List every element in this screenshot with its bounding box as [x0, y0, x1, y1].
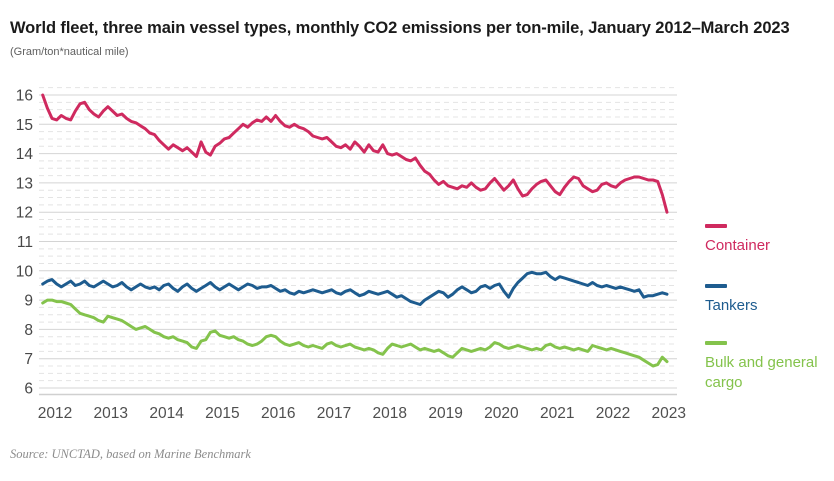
legend-label-tankers: Tankers — [705, 297, 758, 314]
legend-item-tankers: Tankers — [705, 284, 832, 316]
chart-title: World fleet, three main vessel types, mo… — [10, 19, 790, 37]
svg-text:11: 11 — [17, 234, 33, 251]
legend-item-bulk-and-general-cargo: Bulk and general cargo — [705, 341, 832, 393]
svg-text:2022: 2022 — [596, 405, 630, 422]
gridlines — [39, 87, 677, 396]
container-series-line — [41, 93, 669, 214]
svg-text:2016: 2016 — [261, 405, 295, 422]
svg-text:2012: 2012 — [38, 405, 72, 422]
legend-item-container: Container — [705, 224, 832, 256]
y-axis-tick-labels: 16 15 14 13 12 11 10 9 8 7 6 — [16, 88, 34, 398]
x-axis-tick-labels: 2012 2013 2014 2015 2016 2017 2018 2019 2020 2021… — [38, 405, 686, 422]
svg-text:2021: 2021 — [540, 405, 574, 422]
svg-text:2017: 2017 — [317, 405, 351, 422]
svg-text:15: 15 — [16, 117, 33, 134]
tankers-line-swatch-icon — [705, 284, 727, 288]
svg-text:2023: 2023 — [652, 405, 686, 422]
bulk-and-general-cargo-series-line — [41, 298, 669, 368]
svg-text:14: 14 — [16, 146, 34, 163]
svg-text:6: 6 — [24, 381, 33, 398]
svg-text:2015: 2015 — [205, 405, 239, 422]
bulk-cargo-line-swatch-icon — [705, 341, 727, 345]
svg-text:13: 13 — [16, 175, 33, 192]
svg-text:2020: 2020 — [484, 405, 519, 422]
svg-text:2018: 2018 — [373, 405, 407, 422]
tankers-series-line — [41, 270, 669, 306]
svg-text:2013: 2013 — [94, 405, 128, 422]
svg-text:2014: 2014 — [149, 405, 184, 422]
svg-text:12: 12 — [16, 205, 33, 222]
svg-text:16: 16 — [16, 88, 33, 105]
legend-label-container: Container — [705, 237, 771, 254]
svg-text:8: 8 — [24, 322, 33, 339]
legend-label-bulk-and-general-cargo: Bulk and general cargo — [705, 354, 818, 391]
svg-text:7: 7 — [24, 351, 33, 368]
svg-text:10: 10 — [16, 263, 34, 280]
chart-subtitle: (Gram/ton*nautical mile) — [10, 46, 129, 58]
svg-text:9: 9 — [24, 293, 33, 310]
source-note: Source: UNCTAD, based on Marine Benchmar… — [10, 447, 251, 461]
container-line-swatch-icon — [705, 224, 727, 228]
svg-text:2019: 2019 — [428, 405, 462, 422]
